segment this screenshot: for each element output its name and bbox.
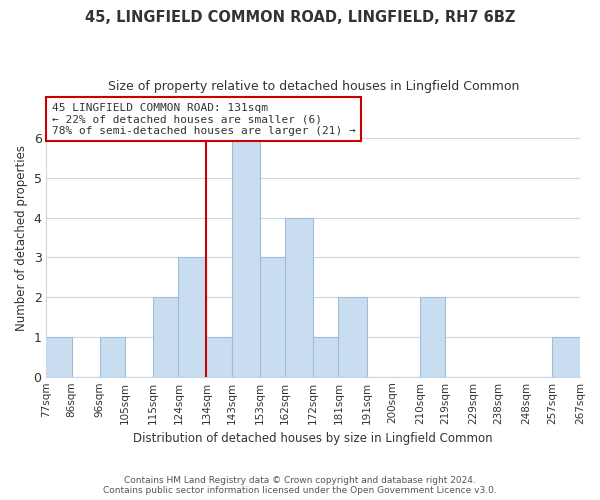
Bar xyxy=(46,337,71,376)
Text: 45 LINGFIELD COMMON ROAD: 131sqm
← 22% of detached houses are smaller (6)
78% of: 45 LINGFIELD COMMON ROAD: 131sqm ← 22% o… xyxy=(52,102,356,136)
Bar xyxy=(338,297,367,376)
Bar xyxy=(232,138,260,376)
Bar xyxy=(206,337,232,376)
Bar xyxy=(552,337,580,376)
Y-axis label: Number of detached properties: Number of detached properties xyxy=(15,144,28,330)
Title: Size of property relative to detached houses in Lingfield Common: Size of property relative to detached ho… xyxy=(107,80,519,93)
Text: Contains HM Land Registry data © Crown copyright and database right 2024.
Contai: Contains HM Land Registry data © Crown c… xyxy=(103,476,497,495)
X-axis label: Distribution of detached houses by size in Lingfield Common: Distribution of detached houses by size … xyxy=(133,432,493,445)
Bar xyxy=(313,337,338,376)
Bar xyxy=(100,337,125,376)
Bar xyxy=(178,258,206,376)
Bar xyxy=(260,258,285,376)
Text: 45, LINGFIELD COMMON ROAD, LINGFIELD, RH7 6BZ: 45, LINGFIELD COMMON ROAD, LINGFIELD, RH… xyxy=(85,10,515,25)
Bar xyxy=(420,297,445,376)
Bar xyxy=(153,297,178,376)
Bar xyxy=(285,218,313,376)
